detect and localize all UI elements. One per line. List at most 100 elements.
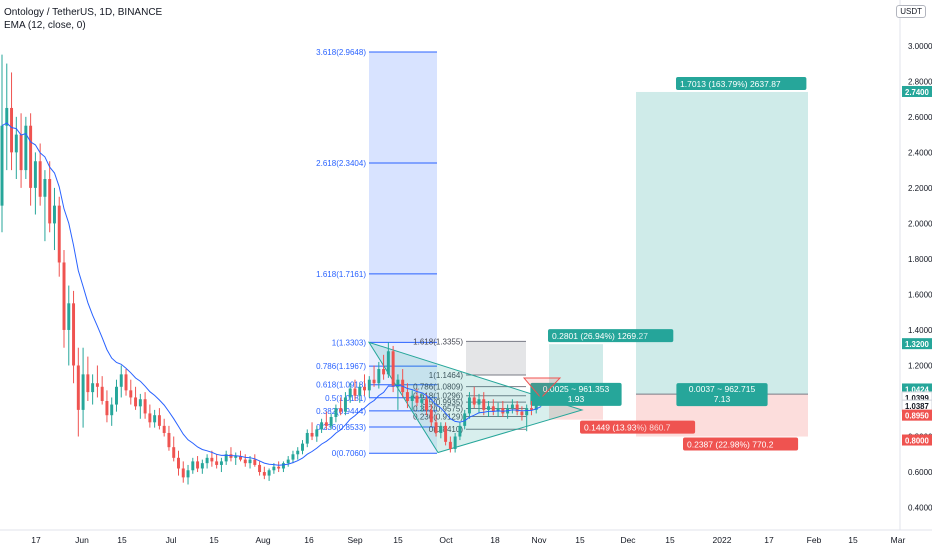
candle-body	[415, 395, 419, 403]
position-entry-tag	[530, 382, 622, 406]
candle-body	[177, 457, 180, 469]
candle-body	[167, 432, 171, 448]
candle-body	[425, 399, 429, 410]
candle-body	[296, 450, 300, 455]
fib-level-label: 0(0.7060)	[332, 449, 367, 458]
symbol-title: Ontology / TetherUS, 1D, BINANCE	[4, 7, 163, 18]
price-badge-label: 1.0424	[905, 385, 930, 394]
candle-body	[215, 461, 219, 465]
currency-badge[interactable]: USDT	[896, 5, 926, 18]
candle-body	[124, 374, 128, 391]
ema-12-line	[1, 122, 542, 466]
candle-body	[534, 401, 538, 410]
candle-body	[510, 404, 514, 409]
candle-body	[477, 399, 481, 405]
price-tick-label: 3.0000	[908, 42, 932, 51]
candle-body	[334, 408, 338, 417]
candle-body	[348, 388, 352, 398]
time-tick-label: 15	[209, 535, 219, 545]
candle-body	[143, 399, 147, 414]
candle-body	[501, 408, 505, 414]
candle-body	[367, 379, 371, 391]
position-stop-tag	[683, 437, 799, 451]
candle-body	[286, 459, 290, 464]
candle-body	[391, 351, 395, 387]
fib-zone-upper	[369, 52, 437, 343]
price-badge-label: 0.8950	[905, 412, 930, 421]
time-tick-label: Aug	[255, 535, 270, 545]
price-badge-label: 1.0387	[905, 402, 929, 411]
price-badge-label: 1.3200	[905, 340, 930, 349]
time-tick-label: 15	[393, 535, 403, 545]
candle-body	[234, 456, 238, 458]
candle-body	[382, 369, 386, 375]
price-badge	[902, 383, 932, 395]
candle-body	[119, 374, 123, 387]
candle-body	[272, 466, 276, 471]
price-badge	[902, 434, 932, 446]
candle-body	[95, 383, 99, 387]
position-stop-tag	[580, 420, 696, 434]
candle-body	[358, 386, 362, 396]
fib2-level-label: 0.5(0.9935)	[422, 398, 463, 407]
time-tick-label: Mar	[891, 535, 906, 545]
fib2-zone	[466, 341, 526, 375]
candle-body	[463, 413, 467, 426]
candle-body	[281, 463, 285, 469]
candle-body	[205, 457, 209, 464]
time-tick-label: 2022	[713, 535, 732, 545]
time-tick-label: Feb	[807, 535, 822, 545]
candle-body	[491, 406, 495, 412]
fib-level-label: 2.618(2.3404)	[316, 159, 366, 168]
candle-body	[363, 386, 366, 391]
candle-body	[48, 179, 52, 224]
candle-body	[420, 399, 424, 403]
candle-body	[482, 399, 486, 410]
candle-body	[253, 459, 257, 465]
fib-level-label: 1.618(1.7161)	[316, 270, 366, 279]
triangle-pattern[interactable]	[367, 341, 584, 454]
time-tick-label: 15	[117, 535, 127, 545]
time-axis[interactable]: 17 Jun 15 Jul 15 Aug 16 Sep 15 Oct 18 Nov 15 Dec 15 202…	[31, 535, 905, 545]
candle-body	[91, 383, 95, 393]
price-tick-label: 2.8000	[908, 77, 932, 86]
candle-body	[114, 386, 118, 405]
candle-body	[277, 466, 281, 469]
candle-body	[38, 161, 42, 197]
candle-body	[196, 461, 200, 469]
candle-body	[444, 425, 448, 442]
candle-body	[33, 161, 37, 188]
candle-body	[110, 404, 114, 416]
time-tick-label: Sep	[347, 535, 362, 545]
price-axis[interactable]: 3.0000 2.8000 2.6000 2.4000 2.2000 2.0000 1.80…	[901, 42, 932, 513]
position-tools[interactable]: 0.2801 (26.94%) 1269.270.0025 ~ 961.3531…	[530, 76, 808, 451]
candle-body	[67, 303, 71, 330]
chart-legend: Ontology / TetherUS, 1D, BINANCE EMA (12…	[4, 6, 162, 32]
fib2-level-label: 1(1.1464)	[429, 371, 464, 380]
candle-body	[343, 397, 347, 412]
time-tick-label: 16	[304, 535, 314, 545]
candle-body	[539, 393, 543, 401]
candle-body	[248, 459, 252, 464]
candle-body	[315, 429, 319, 437]
candle-body	[324, 422, 328, 426]
price-badge-label: 0.8000	[905, 437, 930, 446]
small-triangle	[522, 377, 562, 399]
candle-body	[372, 379, 376, 384]
candle-body	[267, 470, 271, 476]
symmetrical-triangle	[367, 341, 584, 454]
position-entry-label: 0.0025 ~ 961.353	[543, 384, 610, 394]
time-tick-label: 15	[848, 535, 858, 545]
candle-body	[305, 432, 309, 444]
candle-body	[81, 374, 85, 410]
candle-body	[100, 386, 104, 401]
fib-level-label: 0.786(1.1967)	[316, 362, 366, 371]
time-tick-label: Nov	[531, 535, 547, 545]
candle-body	[410, 395, 414, 401]
candle-body	[434, 422, 438, 433]
candle-body	[72, 303, 76, 366]
price-tick-label: 0.6000	[908, 468, 932, 477]
